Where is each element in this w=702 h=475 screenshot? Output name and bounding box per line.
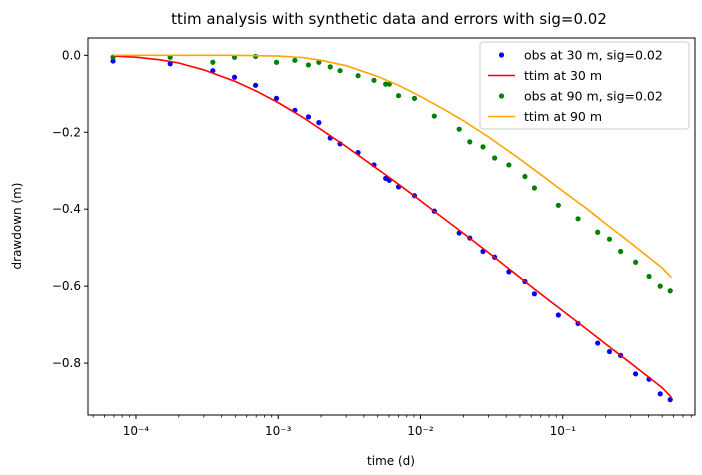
legend: obs at 30 m, sig=0.02 ttim at 30 m obs at … [479, 41, 690, 130]
y-axis-label: drawdown (m) [10, 183, 24, 270]
x-tick-label: 10⁻⁴ [123, 424, 150, 438]
data-point [555, 312, 561, 318]
data-point [383, 81, 389, 87]
data-point [273, 59, 280, 65]
y-tick-label: −0.8 [52, 356, 81, 370]
data-point [337, 68, 343, 74]
legend-marker-swatch [498, 52, 505, 58]
legend-box [479, 41, 690, 130]
data-point [575, 216, 581, 222]
x-tick-label: 10⁻³ [265, 424, 292, 438]
data-point [355, 73, 361, 79]
data-point [395, 93, 402, 99]
data-point [606, 236, 613, 242]
data-point [618, 248, 624, 255]
plot-frame [87, 37, 696, 416]
series-line-3 [113, 54, 672, 279]
data-point [657, 283, 663, 289]
series-line-1 [113, 55, 672, 398]
legend-label: obs at 90 m, sig=0.02 [524, 89, 663, 104]
y-tick-label: −0.6 [52, 279, 81, 293]
data-point [522, 173, 528, 180]
data-point [667, 288, 673, 294]
data-point [657, 391, 663, 397]
data-point [646, 273, 652, 280]
data-point [595, 340, 601, 346]
legend-marker-swatch [498, 93, 505, 99]
data-point [595, 229, 601, 235]
data-point [431, 113, 437, 119]
x-tick-label: 10⁻² [407, 424, 434, 438]
y-tick-label: −0.4 [52, 202, 81, 216]
x-axis-label: time (d) [367, 454, 415, 468]
chart-title: ttim analysis with synthetic data and er… [171, 10, 607, 28]
data-point [531, 185, 538, 191]
data-point [371, 77, 377, 83]
data-point [292, 57, 298, 63]
data-point [386, 81, 392, 87]
data-point [110, 58, 116, 64]
data-point [633, 371, 639, 377]
plot-area [110, 53, 673, 403]
data-point [231, 74, 238, 80]
data-point [273, 95, 280, 101]
legend-label: ttim at 30 m [524, 68, 602, 83]
data-point [506, 162, 512, 168]
data-point [252, 82, 259, 88]
data-point [492, 155, 498, 161]
data-point [327, 64, 333, 70]
data-point [531, 291, 538, 297]
data-point [411, 95, 418, 101]
legend-label: obs at 30 m, sig=0.02 [524, 48, 663, 63]
data-point [467, 139, 473, 145]
y-tick-label: 0.0 [62, 48, 81, 62]
data-point [210, 59, 216, 65]
data-point [456, 126, 462, 132]
x-tick-label: 10⁻¹ [550, 424, 577, 438]
data-point [555, 202, 561, 208]
legend-label: ttim at 90 m [524, 109, 602, 124]
data-point [667, 397, 673, 403]
data-point [316, 120, 322, 126]
data-point [480, 144, 486, 150]
data-point [305, 114, 312, 120]
y-axis: 0.0 −0.2 −0.4 −0.6 −0.8 [52, 48, 88, 370]
data-point [606, 348, 613, 355]
data-point [305, 62, 312, 68]
data-point [633, 259, 639, 265]
y-tick-label: −0.2 [52, 125, 81, 139]
